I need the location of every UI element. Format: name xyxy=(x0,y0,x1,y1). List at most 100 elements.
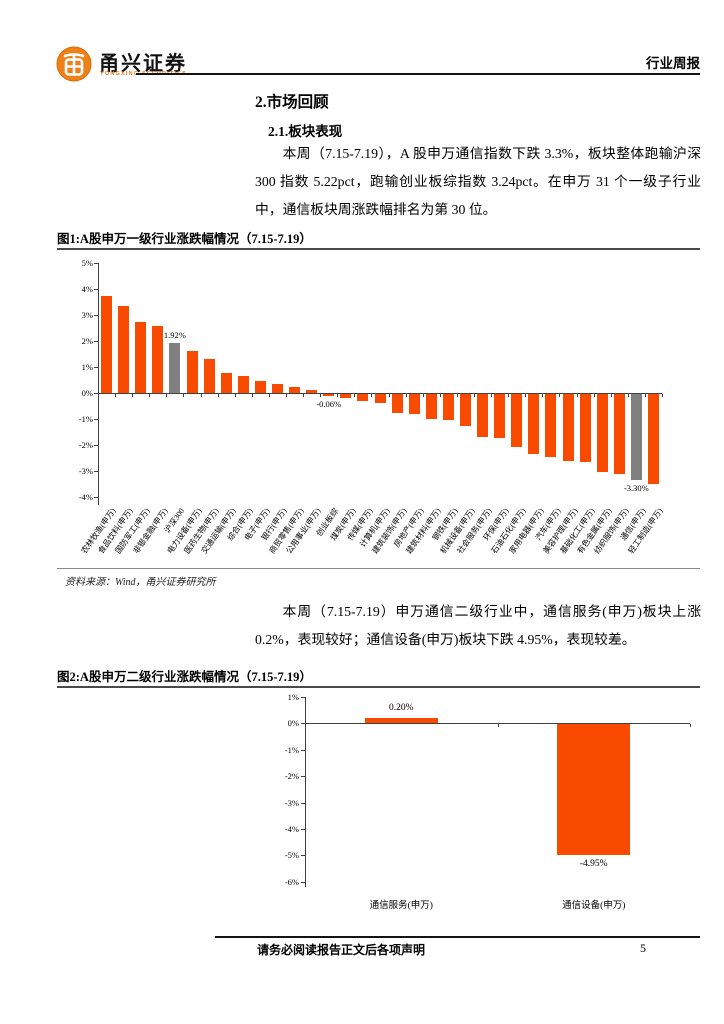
y-axis-tick-label: 2% xyxy=(81,336,93,346)
y-axis-tick-mark xyxy=(94,471,98,472)
chart1-bar-沪深300 xyxy=(169,343,181,393)
figure2-title: 图2:A股申万二级行业涨跌幅情况（7.15-7.19） xyxy=(57,670,312,684)
chart2-bar-通信服务(申万) xyxy=(364,718,438,724)
chart2-data-label: -4.95% xyxy=(579,859,608,870)
x-axis-tick-mark xyxy=(200,394,202,397)
chart1-bar-家用电器(申万) xyxy=(528,394,540,455)
x-axis-tick-mark xyxy=(559,394,561,397)
y-axis-tick-mark xyxy=(301,802,305,804)
y-axis-tick-mark xyxy=(301,881,305,883)
chart1-bar-社会服务(申万) xyxy=(477,394,489,437)
y-axis-tick-label: -4% xyxy=(78,492,93,502)
y-axis-tick-label: -4% xyxy=(284,824,299,834)
footer-disclaimer: 请务必阅读报告正文后各项声明 xyxy=(257,943,426,957)
y-axis-tick-mark xyxy=(94,341,98,342)
paragraph-market-review: 本周（7.15-7.19），A 股申万通信指数下跌 3.3%，板块整体跑输沪深 … xyxy=(255,146,701,217)
chart1-bar-国防军工(申万) xyxy=(135,322,147,393)
chart1-bar-交通运输(申万) xyxy=(220,373,232,393)
figure2-title-rule xyxy=(57,686,700,688)
x-axis-tick-mark xyxy=(439,394,441,397)
y-axis-tick-mark xyxy=(94,419,98,420)
figure1-source: 资料来源：Wind，甬兴证券研究所 xyxy=(65,577,216,588)
chart1-bar-公用事业(申万) xyxy=(306,389,318,393)
y-axis-tick-label: 0% xyxy=(81,388,93,398)
chart1-bar-电子(申万) xyxy=(254,381,266,393)
brand-logo-icon xyxy=(56,46,92,82)
chart1-data-label: 1.92% xyxy=(163,330,186,341)
x-axis-line xyxy=(305,723,690,725)
page-number: 5 xyxy=(640,941,646,955)
y-axis-tick-label: -3% xyxy=(284,797,299,808)
chart1-data-label: -0.06% xyxy=(316,398,342,409)
figure1-title-rule xyxy=(57,248,700,250)
subsection-title: 2.1.板块表现 xyxy=(268,124,343,139)
chart1-bar-医药生物(申万) xyxy=(203,359,215,393)
chart1-bar-综合(申万) xyxy=(237,376,249,393)
x-axis-tick-mark xyxy=(251,394,253,397)
x-axis-tick-mark xyxy=(405,394,407,397)
header-divider xyxy=(136,73,700,75)
x-axis-tick-mark xyxy=(542,394,544,397)
footer-divider xyxy=(215,936,700,938)
x-axis-tick-mark xyxy=(166,394,168,397)
chart1-bar-机械设备(申万) xyxy=(459,394,471,426)
x-axis-tick-mark xyxy=(456,394,458,397)
x-axis-tick-mark xyxy=(286,394,287,397)
y-axis-tick-label: -2% xyxy=(284,771,299,782)
y-axis-tick-mark xyxy=(301,697,305,698)
x-axis-line xyxy=(98,393,662,394)
y-axis-tick-label: -6% xyxy=(284,876,299,887)
x-axis-tick-mark xyxy=(183,394,185,397)
x-axis-tick-mark xyxy=(303,394,305,397)
chart2-category-label: 通信服务(申万) xyxy=(369,901,433,911)
x-axis-tick-mark xyxy=(234,394,236,397)
chart1-bar-房地产(申万) xyxy=(408,394,420,415)
x-axis-tick-mark xyxy=(627,394,629,397)
figure1-source-rule xyxy=(57,568,700,569)
x-axis-tick-mark xyxy=(525,394,527,397)
x-axis-tick-mark xyxy=(610,394,612,397)
chart1-bar-汽车(申万) xyxy=(545,394,557,458)
x-axis-tick-mark xyxy=(337,394,339,397)
chart1-bar-农林牧渔(申万) xyxy=(101,296,113,393)
chart1-bar-美容护理(申万) xyxy=(562,394,574,461)
chart1-bar-建筑装饰(申万) xyxy=(391,394,403,413)
chart1-bar-计算机(申万) xyxy=(374,394,386,404)
chart1-bar-石油石化(申万) xyxy=(511,394,523,448)
y-axis-tick-label: 4% xyxy=(81,284,93,294)
y-axis-tick-mark xyxy=(301,829,305,830)
x-axis-tick-mark xyxy=(508,394,510,397)
y-axis-tick-mark xyxy=(94,367,98,368)
brand-name: 甬兴证券 xyxy=(99,53,187,75)
y-axis-tick-label: -1% xyxy=(78,414,93,424)
y-axis-line xyxy=(98,263,99,505)
chart1-bar-非银金融(申万) xyxy=(152,325,164,393)
y-axis-tick-mark xyxy=(94,393,98,394)
chart1-bar-电力设备(申万) xyxy=(186,351,198,393)
x-axis-tick-mark xyxy=(98,394,99,397)
x-axis-tick-mark xyxy=(354,394,356,397)
y-axis-tick-label: 1% xyxy=(287,692,299,702)
chart1-bar-轻工制造(申万) xyxy=(647,394,659,484)
chart1-bar-传媒(申万) xyxy=(357,394,369,401)
chart1-bar-通信(申万) xyxy=(630,394,642,480)
x-axis-tick-mark xyxy=(132,394,134,397)
y-axis-tick-mark xyxy=(94,445,98,446)
y-axis-tick-mark xyxy=(301,723,305,725)
y-axis-tick-label: 5% xyxy=(81,258,93,268)
y-axis-tick-label: 0% xyxy=(287,718,299,729)
x-axis-tick-mark xyxy=(422,394,424,397)
y-axis-tick-mark xyxy=(301,776,305,778)
y-axis-tick-mark xyxy=(94,315,98,316)
x-axis-tick-mark xyxy=(149,394,151,397)
y-axis-tick-mark xyxy=(94,497,98,498)
y-axis-tick-label: -2% xyxy=(78,440,93,450)
y-axis-tick-label: -1% xyxy=(284,744,299,755)
chart1-bar-基础化工(申万) xyxy=(579,394,591,463)
x-axis-tick-mark xyxy=(644,394,646,397)
section-title: 2.市场回顾 xyxy=(255,94,329,111)
chart1-bar-商贸零售(申万) xyxy=(289,386,301,393)
chart1-bar-钢铁(申万) xyxy=(442,394,454,420)
x-axis-tick-mark xyxy=(491,394,493,397)
x-axis-tick-mark xyxy=(388,394,390,397)
